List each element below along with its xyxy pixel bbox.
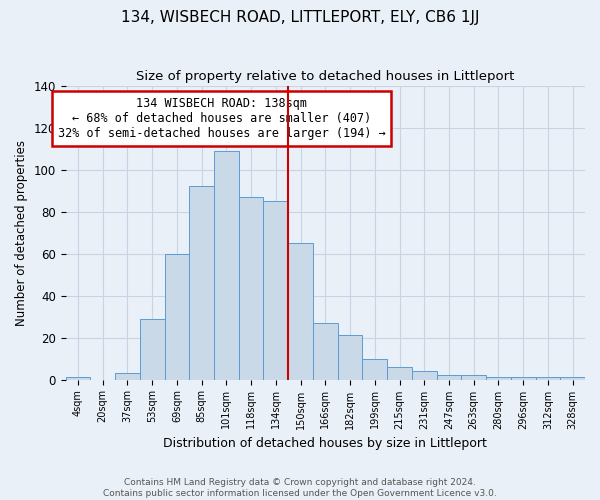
Text: Contains HM Land Registry data © Crown copyright and database right 2024.
Contai: Contains HM Land Registry data © Crown c… [103,478,497,498]
Bar [214,150,239,380]
X-axis label: Distribution of detached houses by size in Littleport: Distribution of detached houses by size … [163,437,487,450]
Bar [313,323,338,380]
Bar [288,243,313,380]
Bar [560,378,585,380]
Bar [437,376,461,380]
Title: Size of property relative to detached houses in Littleport: Size of property relative to detached ho… [136,70,515,83]
Bar [190,186,214,380]
Bar [239,197,263,380]
Bar [65,378,91,380]
Bar [263,201,288,380]
Bar [387,367,412,380]
Bar [115,374,140,380]
Text: 134, WISBECH ROAD, LITTLEPORT, ELY, CB6 1JJ: 134, WISBECH ROAD, LITTLEPORT, ELY, CB6 … [121,10,479,25]
Y-axis label: Number of detached properties: Number of detached properties [15,140,28,326]
Bar [412,371,437,380]
Text: 134 WISBECH ROAD: 138sqm
← 68% of detached houses are smaller (407)
32% of semi-: 134 WISBECH ROAD: 138sqm ← 68% of detach… [58,98,385,140]
Bar [140,318,164,380]
Bar [486,378,511,380]
Bar [164,254,190,380]
Bar [536,378,560,380]
Bar [461,376,486,380]
Bar [362,358,387,380]
Bar [511,378,536,380]
Bar [338,336,362,380]
